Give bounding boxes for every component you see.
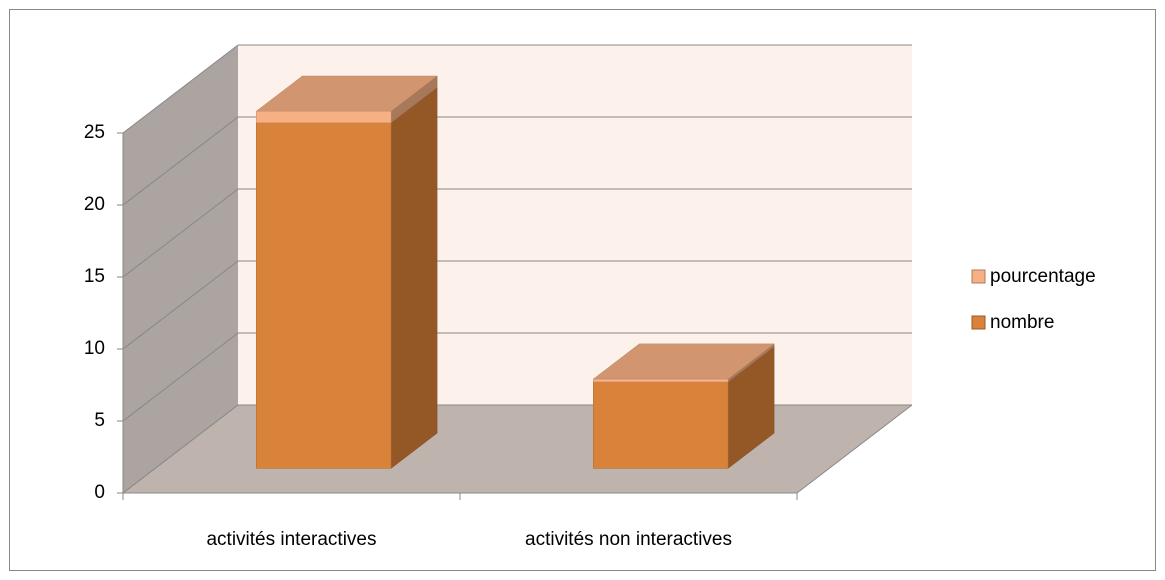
x-tick-label: activités non interactives (525, 529, 732, 550)
bar (593, 378, 729, 383)
legend-swatch (971, 315, 986, 330)
legend-label: pourcentage (990, 266, 1096, 287)
grid-line (122, 260, 239, 350)
left-wall (123, 45, 238, 493)
grid-line (122, 188, 239, 278)
grid-line (122, 404, 239, 494)
legend-label: nombre (990, 312, 1054, 333)
floor-edge (796, 404, 913, 494)
y-tick-label: 15 (84, 266, 105, 287)
legend-swatch (971, 269, 986, 284)
bar (593, 381, 729, 469)
grid-line (122, 332, 239, 422)
y-tick-label: 5 (94, 410, 105, 431)
y-tick-label: 10 (84, 338, 105, 359)
bar (256, 110, 392, 124)
grid-line (122, 44, 239, 134)
x-tick-label: activités interactives (206, 529, 376, 550)
grid-line (122, 116, 239, 206)
floor (123, 405, 912, 493)
y-tick-label: 20 (84, 194, 105, 215)
y-tick-label: 25 (84, 122, 105, 143)
bar (256, 122, 392, 469)
y-tick-label: 0 (94, 482, 105, 503)
bar-side (390, 87, 438, 469)
